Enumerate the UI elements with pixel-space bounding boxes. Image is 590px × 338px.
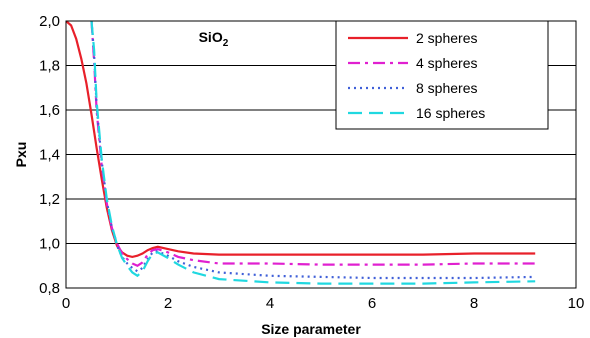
y-axis-title: Pxu bbox=[13, 142, 29, 168]
legend-label-4: 16 spheres bbox=[416, 105, 485, 121]
legend-label-1: 2 spheres bbox=[416, 30, 477, 46]
y-tick-label: 1,2 bbox=[39, 191, 60, 208]
x-tick-label: 6 bbox=[368, 295, 376, 312]
y-tick-label: 1,6 bbox=[39, 102, 60, 119]
series-group bbox=[66, 21, 536, 285]
x-tick-label: 2 bbox=[164, 295, 172, 312]
y-tick-label: 1,0 bbox=[39, 236, 60, 253]
series-line-2 bbox=[90, 21, 536, 268]
legend-label-3: 8 spheres bbox=[416, 80, 477, 96]
x-axis-title: Size parameter bbox=[261, 321, 361, 337]
legend-label-2: 4 spheres bbox=[416, 55, 477, 71]
material-annotation: SiO2 bbox=[199, 29, 229, 49]
annotation-subscript: 2 bbox=[223, 38, 229, 49]
tick-labels: 0,8 1,0 1,2 1,4 1,6 1,8 2,0 0 2 4 6 8 10 bbox=[39, 13, 584, 312]
x-tick-label: 10 bbox=[568, 295, 585, 312]
legend: 2 spheres 4 spheres 8 spheres 16 spheres bbox=[335, 20, 549, 130]
x-tick-label: 4 bbox=[266, 295, 274, 312]
plot-border bbox=[65, 20, 577, 289]
series-line-4 bbox=[90, 21, 536, 285]
y-tick-label: 1,4 bbox=[39, 147, 60, 164]
annotation-main: SiO bbox=[199, 29, 223, 45]
x-tick-label: 8 bbox=[470, 295, 478, 312]
series-line-1 bbox=[66, 21, 536, 259]
y-tick-label: 2,0 bbox=[39, 13, 60, 30]
y-tick-label: 0,8 bbox=[39, 280, 60, 297]
x-tick-label: 0 bbox=[62, 295, 70, 312]
y-tick-label: 1,8 bbox=[39, 58, 60, 75]
